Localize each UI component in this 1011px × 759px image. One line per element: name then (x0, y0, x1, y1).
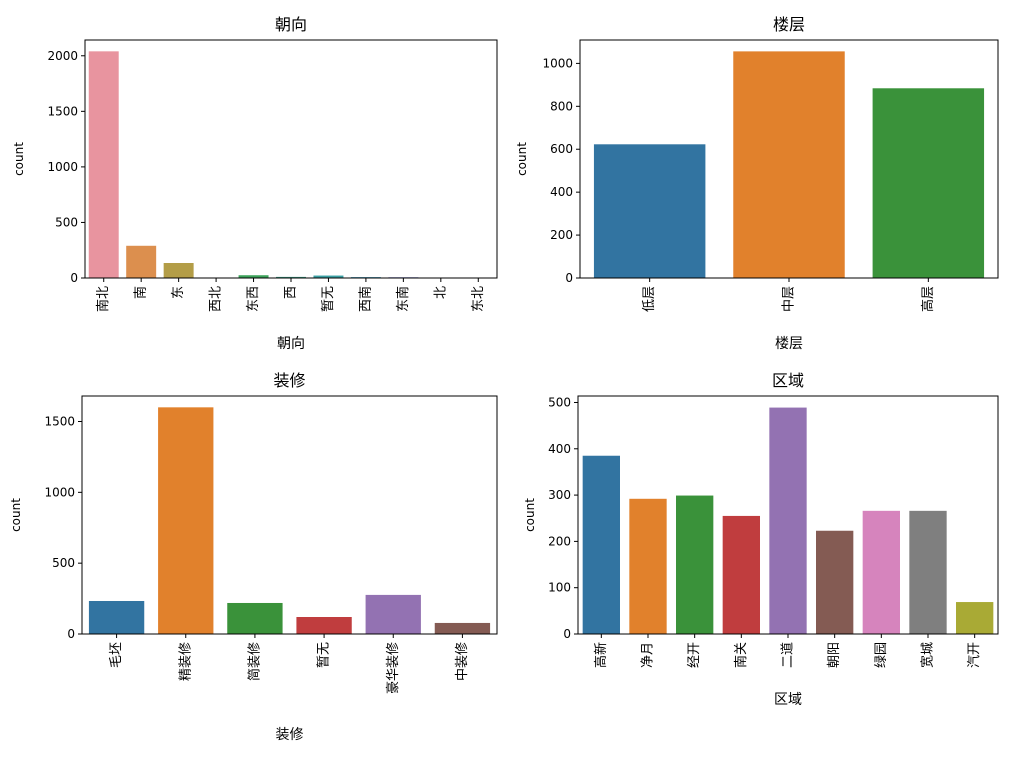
y-tick-label: 1500 (44, 415, 75, 429)
y-axis-label: count (12, 142, 26, 176)
chart-title: 朝向 (275, 15, 307, 34)
x-tick-label: 暂无 (321, 286, 336, 312)
x-axis-label: 区域 (774, 692, 802, 708)
x-tick-label: 朝阳 (827, 642, 842, 668)
y-tick-label: 200 (548, 534, 571, 548)
x-tick-label: 经开 (687, 642, 702, 668)
x-tick-label: 东 (171, 286, 186, 299)
y-axis-label: count (523, 498, 537, 532)
bar (956, 602, 993, 634)
bar (723, 516, 760, 634)
bar (873, 88, 984, 278)
chart-0: 南北南东西北东西西暂无西南东南北东北0500100015002000朝向朝向co… (12, 15, 497, 352)
bar (366, 595, 421, 634)
bar (227, 603, 282, 634)
y-tick-label: 1500 (47, 104, 78, 118)
bar (816, 531, 853, 634)
x-tick-label: 汽开 (967, 642, 982, 668)
y-tick-label: 400 (548, 442, 571, 456)
y-tick-label: 300 (548, 488, 571, 502)
bar (863, 511, 900, 634)
bar (296, 617, 351, 634)
x-tick-label: 北 (433, 286, 448, 299)
chart-1: 低层中层高层02004006008001000楼层楼层count (515, 15, 998, 352)
x-tick-label: 高层 (920, 286, 936, 312)
x-axis-label: 装修 (276, 727, 304, 743)
x-tick-label: 毛坯 (109, 642, 124, 668)
bar (89, 601, 144, 634)
y-axis-label: count (9, 498, 23, 532)
x-tick-label: 精装修 (178, 642, 193, 681)
y-tick-label: 600 (550, 142, 573, 156)
x-tick-label: 豪华装修 (385, 642, 401, 694)
y-tick-label: 500 (55, 215, 78, 229)
bar (629, 499, 666, 634)
y-tick-label: 1000 (44, 485, 75, 499)
x-tick-label: 净月 (641, 642, 656, 668)
x-tick-label: 南关 (733, 642, 749, 668)
x-tick-label: 西北 (209, 286, 224, 312)
x-tick-label: 中装修 (455, 642, 470, 681)
bar (909, 511, 946, 634)
x-tick-label: 高新 (593, 642, 609, 668)
y-tick-label: 1000 (47, 160, 78, 174)
x-tick-label: 南北 (95, 286, 111, 312)
y-tick-label: 200 (550, 228, 573, 242)
x-tick-label: 东西 (246, 286, 261, 312)
x-tick-label: 中层 (782, 286, 797, 312)
x-tick-label: 西南 (357, 286, 373, 312)
x-tick-label: 二道 (781, 642, 796, 668)
x-tick-label: 西 (284, 286, 299, 299)
y-tick-label: 400 (550, 185, 573, 199)
chart-title: 楼层 (773, 15, 805, 34)
y-tick-label: 500 (52, 556, 75, 570)
bar (769, 408, 806, 634)
x-tick-label: 简装修 (246, 642, 262, 681)
bar (594, 144, 705, 278)
x-axis-label: 朝向 (277, 336, 305, 352)
y-tick-label: 0 (565, 271, 573, 285)
y-axis-label: count (515, 142, 529, 176)
bar (583, 456, 620, 634)
x-tick-label: 宽城 (920, 642, 936, 668)
y-tick-label: 2000 (47, 49, 78, 63)
y-tick-label: 0 (70, 271, 78, 285)
bar (733, 51, 844, 278)
chart-title: 区域 (772, 371, 804, 390)
x-tick-label: 低层 (642, 286, 657, 312)
y-tick-label: 100 (548, 581, 571, 595)
y-tick-label: 800 (550, 99, 573, 113)
x-tick-label: 东北 (471, 286, 486, 312)
chart-3: 高新净月经开南关二道朝阳绿园宽城汽开0100200300400500区域区域co… (523, 371, 998, 708)
chart-2: 毛坯精装修简装修暂无豪华装修中装修050010001500装修装修count (9, 371, 497, 743)
x-tick-label: 暂无 (317, 642, 332, 668)
bar (89, 51, 119, 278)
bar (164, 263, 194, 278)
y-tick-label: 500 (548, 395, 571, 409)
y-tick-label: 1000 (542, 56, 573, 70)
bar (435, 623, 490, 634)
x-tick-label: 绿园 (874, 642, 889, 668)
x-tick-label: 南 (133, 286, 149, 299)
chart-title: 装修 (273, 371, 305, 390)
bar (126, 246, 156, 278)
y-tick-label: 0 (67, 627, 75, 641)
bar (158, 407, 213, 634)
bar (676, 496, 713, 634)
y-tick-label: 0 (563, 627, 571, 641)
axes-frame (82, 396, 497, 634)
x-axis-label: 楼层 (775, 336, 803, 352)
x-tick-label: 东南 (395, 286, 411, 312)
axes-frame (85, 40, 497, 278)
